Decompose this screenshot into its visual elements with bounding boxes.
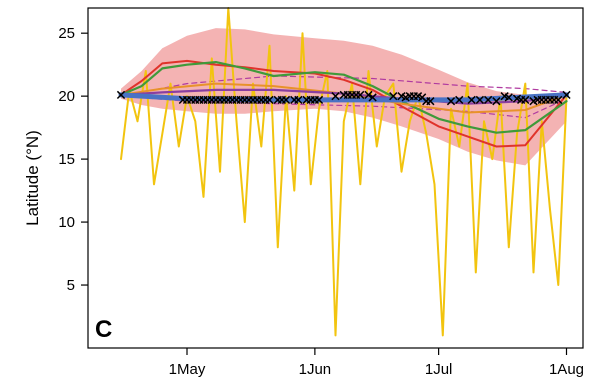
track-point-marker [455, 95, 464, 105]
plot-frame [87, 7, 584, 349]
track-point-marker [562, 90, 571, 100]
track-point-marker [483, 95, 493, 105]
track-point-marker [116, 90, 126, 100]
track-point-marker [331, 92, 340, 101]
x-tick-label: 1May [169, 361, 206, 378]
x-tick-label: 1Jul [425, 361, 453, 378]
track-point-marker [356, 90, 365, 100]
series-line-blue [118, 92, 569, 103]
track-point-marker [265, 95, 274, 105]
track-point-marker [364, 90, 373, 100]
track-point-marker [446, 97, 456, 106]
track-point-marker [314, 95, 324, 105]
track-point-marker [368, 93, 377, 102]
track-point-marker [294, 95, 303, 105]
track-point-marker [281, 95, 291, 105]
x-tick-label: 1Aug [549, 361, 584, 378]
y-axis-label: Latitude (°N) [23, 130, 42, 226]
series-line-red [120, 59, 568, 148]
x-tick-label: 1Jun [299, 361, 332, 378]
track-point-marker [475, 95, 485, 105]
track-point-marker [504, 93, 513, 102]
y-tick-label: 5 [67, 277, 75, 294]
panel-label: C [95, 316, 112, 343]
axes: 1May 1Jun 1Jul 1Aug 5 10 15 20 25 [58, 25, 584, 378]
y-tick-label: 10 [58, 214, 75, 231]
track-point-marker [554, 95, 563, 105]
track-point-marker [426, 97, 435, 106]
series-line-yellow [120, 7, 568, 337]
track-point-marker [521, 95, 530, 105]
plot-area [116, 7, 571, 337]
track-point-marker [389, 92, 398, 101]
track-point-marker [467, 95, 476, 105]
series-line-green [119, 60, 568, 134]
y-tick-label: 20 [58, 88, 75, 105]
track-point-marker [492, 97, 501, 106]
series-line-purple [119, 88, 568, 105]
y-tick-label: 25 [58, 25, 75, 42]
y-tick-label: 15 [58, 151, 75, 168]
